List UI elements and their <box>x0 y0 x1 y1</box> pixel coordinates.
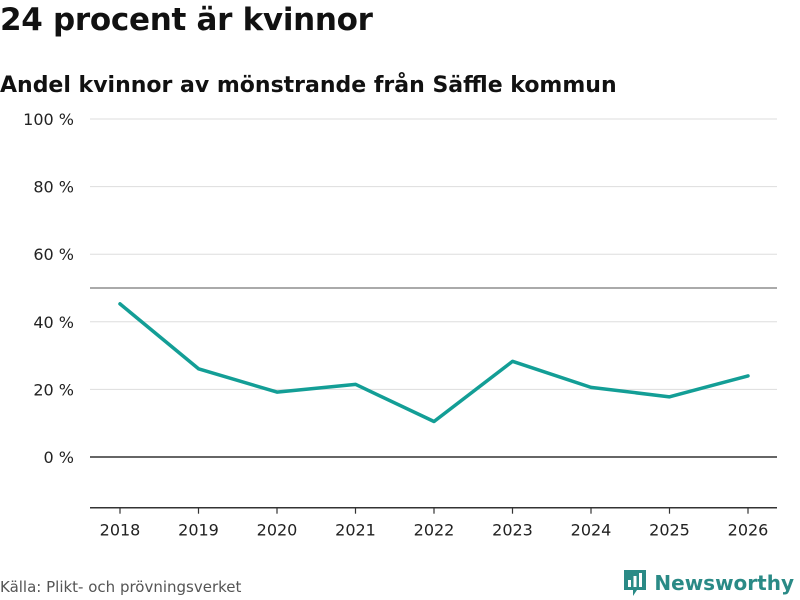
grid-layer <box>90 118 777 458</box>
data-point-2021 <box>354 382 357 386</box>
source-note: Källa: Plikt- och prövningsverket <box>0 578 242 596</box>
series-layer <box>118 302 750 424</box>
x-tick-label: 2020 <box>257 521 298 540</box>
y-tick-label: 40 % <box>33 313 74 332</box>
x-axis-ticks: 2018 2019 2020 2021 2022 2023 2024 2025 2026 <box>90 506 777 540</box>
data-point-2026 <box>746 374 750 378</box>
y-tick-label: 100 % <box>23 110 74 129</box>
newsworthy-bar-chart-icon <box>624 570 647 596</box>
x-tick-label: 2022 <box>414 521 455 540</box>
x-tick-label: 2026 <box>728 521 769 540</box>
newsworthy-logo[interactable]: Newsworthy <box>622 568 794 598</box>
line-chart: 0 % 20 % 40 % 60 % 80 % 100 % 2018 2019 2020 202… <box>23 110 777 540</box>
y-tick-label: 60 % <box>33 245 74 264</box>
data-point-2020 <box>275 390 279 394</box>
x-tick-label: 2021 <box>335 521 376 540</box>
y-axis-ticks: 0 % 20 % 40 % 60 % 80 % 100 % <box>23 110 74 467</box>
y-tick-label: 20 % <box>33 380 74 399</box>
data-point-2019 <box>197 367 200 371</box>
y-tick-label: 0 % <box>44 448 74 467</box>
x-tick-label: 2024 <box>571 521 612 540</box>
x-tick-label: 2023 <box>492 521 533 540</box>
brand-name: Newsworthy <box>654 571 794 595</box>
data-point-2018 <box>118 302 122 306</box>
x-tick-label: 2019 <box>178 521 219 540</box>
data-point-2023 <box>511 359 514 363</box>
data-point-2022 <box>432 420 436 424</box>
data-point-2025 <box>668 395 671 399</box>
data-point-2024 <box>589 385 593 389</box>
x-tick-label: 2018 <box>100 521 141 540</box>
chart-subtitle: Andel kvinnor av mönstrande från Säffle … <box>0 73 617 98</box>
x-tick-label: 2025 <box>649 521 690 540</box>
y-tick-label: 80 % <box>33 178 74 197</box>
chart-title: 24 procent är kvinnor <box>0 2 373 38</box>
